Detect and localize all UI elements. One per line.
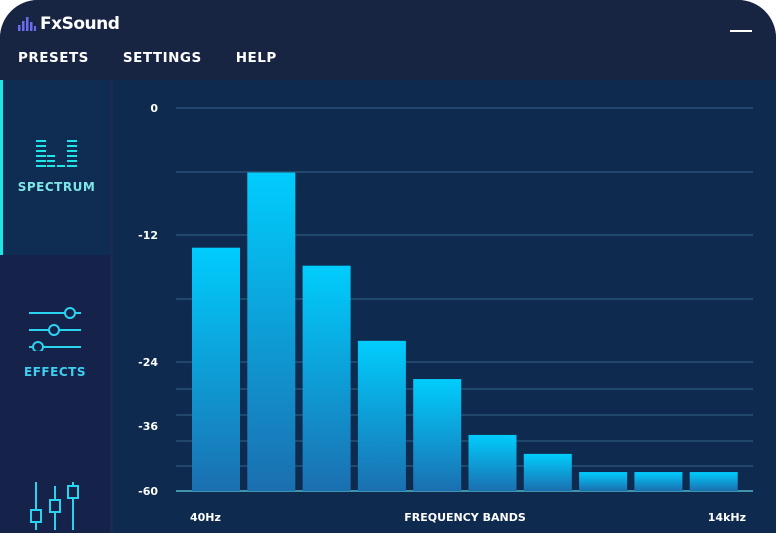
y-tick-label: 0 bbox=[150, 102, 158, 115]
x-start-label: 40Hz bbox=[190, 511, 221, 524]
spectrum-bar bbox=[634, 472, 683, 491]
menu-presets[interactable]: PRESETS bbox=[18, 50, 89, 66]
spectrum-bar bbox=[247, 172, 296, 491]
spectrum-bar bbox=[413, 379, 462, 491]
fxsound-logo-icon bbox=[18, 17, 36, 31]
spectrum-chart: 0 -12 -24 -36 -60 40Hz FREQUENCY BANDS 14kHz bbox=[138, 102, 753, 524]
sidebar: SPECTRUM EFFECTS bbox=[0, 80, 110, 533]
x-axis-label: FREQUENCY BANDS bbox=[404, 511, 526, 524]
spectrum-bar bbox=[579, 472, 628, 491]
sidebar-divider bbox=[110, 80, 113, 533]
sliders-icon bbox=[29, 307, 81, 351]
minimize-button[interactable] bbox=[730, 30, 752, 32]
menu-help[interactable]: HELP bbox=[235, 50, 277, 66]
sidebar-label-effects: EFFECTS bbox=[24, 365, 86, 379]
equalizer-icon bbox=[30, 482, 79, 530]
y-tick-label: -24 bbox=[138, 356, 158, 369]
spectrum-bar bbox=[357, 340, 406, 491]
menu-bar: PRESETS SETTINGS HELP bbox=[18, 50, 277, 66]
spectrum-bar bbox=[468, 434, 517, 491]
title-bar: FxSound PRESETS SETTINGS HELP bbox=[0, 0, 776, 80]
app-logo: FxSound bbox=[18, 14, 120, 34]
spectrum-bar bbox=[689, 472, 738, 491]
spectrum-icon bbox=[35, 140, 77, 167]
spectrum-bar bbox=[523, 453, 572, 491]
sidebar-item-equalizer[interactable] bbox=[0, 420, 110, 533]
sidebar-label-spectrum: SPECTRUM bbox=[17, 180, 96, 194]
y-tick-label: -60 bbox=[138, 485, 158, 498]
sidebar-item-spectrum[interactable]: SPECTRUM bbox=[0, 80, 110, 255]
y-tick-label: -12 bbox=[138, 229, 158, 242]
sidebar-item-effects[interactable]: EFFECTS bbox=[0, 255, 110, 420]
x-end-label: 14kHz bbox=[708, 511, 746, 524]
app-title: FxSound bbox=[40, 14, 120, 34]
spectrum-bar bbox=[302, 265, 351, 491]
spectrum-bar bbox=[192, 247, 240, 491]
menu-settings[interactable]: SETTINGS bbox=[122, 50, 202, 66]
y-tick-label: -36 bbox=[138, 420, 158, 433]
